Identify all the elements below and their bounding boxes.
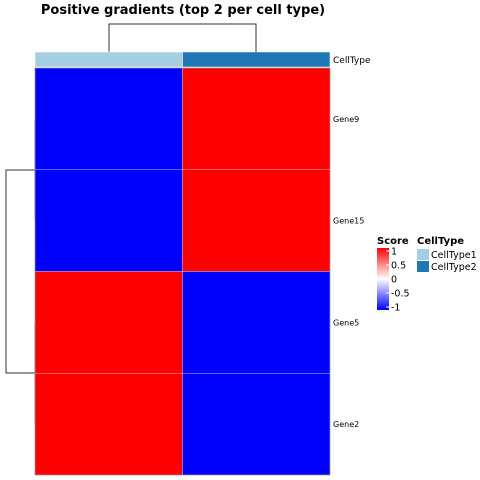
score-tick-label: 0.5 — [391, 261, 406, 272]
column-dendrogram — [108, 23, 257, 52]
column-annotation-bar — [34, 51, 331, 68]
score-colorbar — [377, 248, 389, 310]
column-annotation-label: CellType — [333, 56, 371, 66]
heatmap-cell-gene5-celltype1 — [34, 271, 183, 374]
celltype-swatch-celltype1 — [417, 249, 429, 260]
score-tick-label: 0 — [391, 275, 397, 286]
celltype-legend-title: CellType — [417, 236, 464, 247]
row-label-gene9: Gene9 — [333, 115, 359, 124]
score-tick-label: 1 — [391, 247, 397, 258]
celltype-swatch-celltype2 — [417, 261, 429, 272]
row-label-gene2: Gene2 — [333, 420, 359, 429]
chart-title: Positive gradients (top 2 per cell type) — [41, 3, 325, 18]
celltype-entry-celltype2: CellType2 — [431, 262, 477, 273]
heatmap-cell-gene9-celltype2 — [182, 67, 331, 170]
heatmap-cells — [34, 67, 331, 476]
annotation-cell-celltype2 — [182, 51, 331, 68]
score-tick-label: -0.5 — [391, 289, 410, 300]
row-label-gene15: Gene15 — [333, 217, 364, 226]
heatmap-cell-gene15-celltype1 — [34, 169, 183, 272]
heatmap-cell-gene2-celltype1 — [34, 373, 183, 476]
row-label-gene5: Gene5 — [333, 318, 359, 327]
annotation-cell-celltype1 — [34, 51, 183, 68]
celltype-entry-celltype1: CellType1 — [431, 250, 477, 261]
score-legend: Score 1 0.5 0 -0.5 -1 — [377, 236, 410, 314]
row-labels: Gene9 Gene15 Gene5 Gene2 — [333, 115, 364, 429]
heatmap-cell-gene5-celltype2 — [182, 271, 331, 374]
heatmap-cell-gene2-celltype2 — [182, 373, 331, 476]
row-dendrogram — [5, 120, 36, 423]
heatmap-cell-gene15-celltype2 — [182, 169, 331, 272]
heatmap-cell-gene9-celltype1 — [34, 67, 183, 170]
score-tick-label: -1 — [391, 303, 400, 314]
heatmap-border — [34, 67, 331, 476]
score-legend-ticks: 1 0.5 0 -0.5 -1 — [386, 247, 410, 314]
score-legend-title: Score — [377, 236, 409, 247]
